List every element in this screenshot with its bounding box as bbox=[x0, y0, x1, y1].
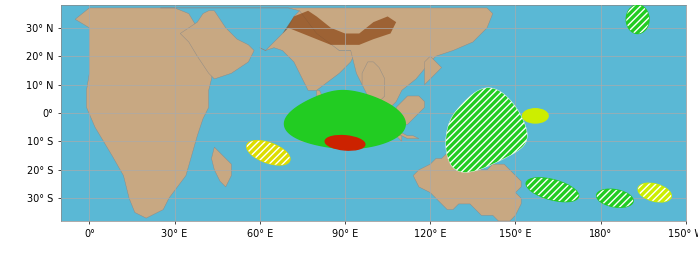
Ellipse shape bbox=[626, 5, 649, 34]
Polygon shape bbox=[211, 147, 232, 187]
PathPatch shape bbox=[446, 88, 527, 172]
Ellipse shape bbox=[246, 141, 290, 165]
Polygon shape bbox=[362, 96, 390, 130]
Polygon shape bbox=[283, 11, 396, 45]
Polygon shape bbox=[362, 62, 385, 102]
Polygon shape bbox=[317, 90, 322, 96]
Polygon shape bbox=[180, 11, 254, 79]
Ellipse shape bbox=[325, 136, 365, 150]
Polygon shape bbox=[390, 130, 419, 139]
Ellipse shape bbox=[597, 189, 633, 207]
Polygon shape bbox=[396, 96, 424, 124]
Ellipse shape bbox=[523, 109, 548, 123]
PathPatch shape bbox=[285, 91, 406, 149]
Ellipse shape bbox=[526, 178, 579, 202]
Polygon shape bbox=[260, 11, 357, 90]
Polygon shape bbox=[413, 147, 521, 221]
Polygon shape bbox=[161, 8, 493, 141]
Ellipse shape bbox=[638, 183, 671, 202]
Polygon shape bbox=[461, 119, 504, 141]
Polygon shape bbox=[75, 8, 214, 218]
Polygon shape bbox=[424, 56, 442, 85]
